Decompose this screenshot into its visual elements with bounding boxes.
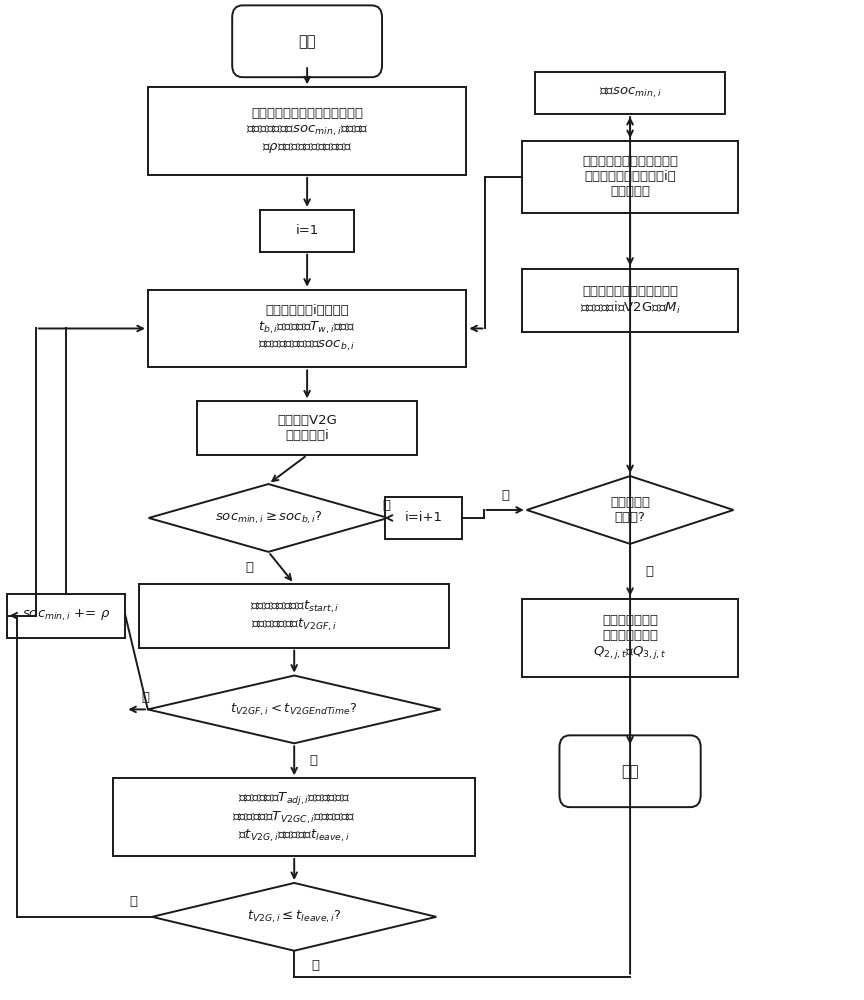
Bar	[113, 778, 475, 856]
Text: 否: 否	[501, 489, 509, 502]
Text: i=1: i=1	[295, 224, 319, 237]
Text: 是: 是	[309, 754, 317, 767]
Text: $soc_{min,i}$ += $\rho$: $soc_{min,i}$ += $\rho$	[22, 608, 111, 623]
FancyBboxPatch shape	[560, 735, 701, 807]
Bar	[139, 584, 449, 648]
Text: 选择参与V2G
的电动汽车i: 选择参与V2G 的电动汽车i	[277, 414, 337, 442]
Polygon shape	[149, 484, 388, 552]
Text: i=i+1: i=i+1	[404, 511, 442, 524]
Text: $soc_{min,i} \geq soc_{b,i}$?: $soc_{min,i} \geq soc_{b,i}$?	[214, 510, 322, 526]
Text: 否: 否	[245, 561, 253, 574]
Text: 获取配变基础负荷情况，设
定电动汽车i的V2G状态$M_i$: 获取配变基础负荷情况，设 定电动汽车i的V2G状态$M_i$	[580, 285, 681, 316]
Bar	[148, 87, 467, 175]
Text: 否: 否	[141, 691, 149, 704]
Text: 是: 是	[383, 499, 391, 512]
Text: 初始化电动汽车出行变量、最低
放电电量百分比$soc_{min,i}$、迭代步
长$\rho$，根据到达时间先后排序: 初始化电动汽车出行变量、最低 放电电量百分比$soc_{min,i}$、迭代步 …	[245, 107, 369, 155]
Bar	[523, 269, 738, 332]
Text: 叠加所有车辆可
调度充放电电量
$Q_{2,j,t}$与$Q_{3,j,t}$: 叠加所有车辆可 调度充放电电量 $Q_{2,j,t}$与$Q_{3,j,t}$	[594, 614, 667, 661]
Text: 所有车辆计
算完毕?: 所有车辆计 算完毕?	[610, 496, 650, 524]
Text: 是: 是	[645, 565, 653, 578]
Polygon shape	[148, 676, 441, 743]
Text: 是: 是	[312, 959, 320, 972]
Bar	[384, 497, 462, 539]
Bar	[7, 594, 125, 638]
Bar	[523, 141, 738, 213]
Text: $t_{V2G,i} \leq t_{leave,i}$?: $t_{V2G,i} \leq t_{leave,i}$?	[247, 909, 341, 925]
Text: 计算放电开始时间$t_{start,i}$
与放电结束时间$t_{V2GF,i}$: 计算放电开始时间$t_{start,i}$ 与放电结束时间$t_{V2GF,i}…	[250, 598, 339, 633]
Bar	[148, 290, 467, 367]
FancyBboxPatch shape	[232, 5, 382, 77]
Bar	[197, 401, 417, 455]
Bar	[536, 72, 725, 114]
Text: 由离开时间与补电结束时间
之间关系确定电动汽车i补
电开始时间: 由离开时间与补电结束时间 之间关系确定电动汽车i补 电开始时间	[582, 155, 678, 198]
Text: 抽取电动汽车i到达时间
$t_{b,i}$，停留时长$T_{w,i}$，充电
起始剩余电量百分比$soc_{b,i}$: 抽取电动汽车i到达时间 $t_{b,i}$，停留时长$T_{w,i}$，充电 起…	[258, 304, 356, 353]
Bar	[260, 210, 354, 252]
Text: $t_{V2GF,i} < t_{V2GEndTime}$?: $t_{V2GF,i} < t_{V2GEndTime}$?	[231, 701, 358, 718]
Text: 计算过渡时长$T_{adj,i}$，放电结束后
所需补电时长$T_{V2GC,i}$，补电结束时
间$t_{V2G,i}$，离开时间$t_{leave,i}$: 计算过渡时长$T_{adj,i}$，放电结束后 所需补电时长$T_{V2GC,i…	[232, 790, 356, 844]
Text: 开始: 开始	[298, 34, 316, 49]
Polygon shape	[527, 476, 734, 544]
Polygon shape	[152, 883, 436, 951]
Bar	[523, 599, 738, 677]
Text: 否: 否	[129, 895, 137, 908]
Text: 输出$soc_{min,i}$: 输出$soc_{min,i}$	[599, 86, 661, 100]
Text: 结束: 结束	[621, 764, 638, 779]
